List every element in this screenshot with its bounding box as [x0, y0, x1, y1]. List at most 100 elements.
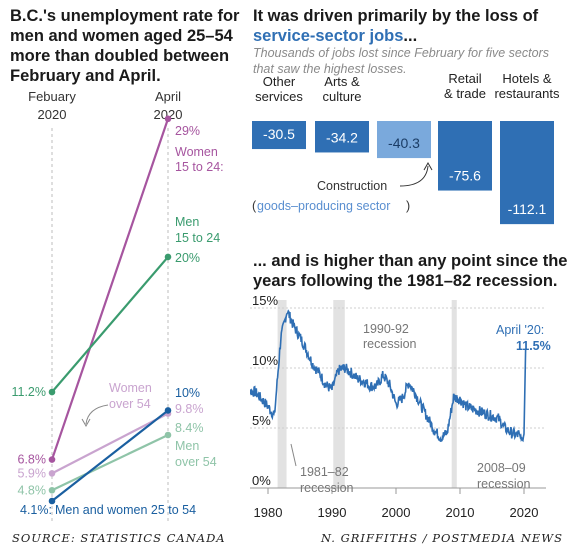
bar-header-retail-trade-0: Retail: [448, 71, 481, 86]
headline-right-highlight: service-sector jobs: [253, 27, 404, 45]
bar-header-retail-trade-1: & trade: [444, 86, 486, 101]
history-x-tick-2010: 2010: [446, 505, 475, 520]
slope-start-label-men-15-24: 11.2%: [11, 385, 46, 399]
history-y-tick-15: 15%: [252, 293, 278, 308]
bar-retail-trade: [438, 121, 492, 191]
bar-other-services: [252, 121, 306, 150]
slope-dot-start-women-15-to-24: [48, 456, 56, 463]
recession-band-0: [277, 300, 287, 488]
bar-value-construction: -40.3: [388, 135, 420, 151]
bar-hotels-restaurants: [500, 121, 554, 225]
recession-1990-label-2: recession: [363, 337, 417, 351]
slope-dot-end-men-over-54: [164, 431, 172, 439]
bar-value-hotels-restaurants: -112.1: [508, 201, 547, 217]
history-y-tick-0: 0%: [252, 473, 271, 488]
recession-1981-label-2: recession: [300, 481, 354, 495]
slope-line-men-15-to-24: [51, 256, 169, 393]
slope-dot-end-men-15-to-24: [164, 253, 172, 261]
bar-header-hotels-restaurants-1: restaurants: [494, 86, 560, 101]
bar-header-other-services-0: Other: [263, 74, 296, 89]
slope-series-name-women-over-54-2: over 54: [109, 397, 151, 411]
headline-left: B.C.'s unemployment rate for men and wom…: [10, 7, 240, 85]
unemployment-history-line: [250, 309, 527, 443]
slope-series-name-women-15-24-1: Women: [175, 145, 218, 159]
headline-right-prefix: It was driven primarily by the loss of: [253, 7, 539, 25]
annotation-paren-open: (: [252, 199, 257, 213]
slope-series-name-core: Men and women 25 to 54: [55, 503, 196, 517]
history-x-tick-1990: 1990: [318, 505, 347, 520]
slope-lines: [48, 115, 172, 505]
slope-labels: 11.2% 6.8%5.9% 4.8% 4.1%: Men and women 25 t…: [11, 124, 223, 517]
recession-band-1: [333, 300, 345, 488]
slope-dot-start-women-over-54: [48, 470, 56, 477]
headline-right: It was driven primarily by the loss of s…: [253, 6, 569, 46]
slope-line-men-and-women-25-to-54: [51, 409, 169, 502]
slope-x-label-1-0: April: [155, 89, 181, 104]
slope-start-label-women-15-24: 6.8%: [18, 453, 47, 467]
slope-end-label-men-15-24: 20%: [175, 251, 200, 265]
bar-value-other-services: -30.5: [263, 126, 295, 142]
bar-arts-culture: [315, 121, 369, 153]
headline-mid: ... and is higher than any point since t…: [253, 252, 568, 290]
recession-1981-label-1: 1981–82: [300, 465, 349, 479]
slope-series-name-men-over-54-1: Men: [175, 439, 199, 453]
bar-header-arts-culture-0: Arts &: [324, 74, 360, 89]
goods-producing-annotation: goods–producing sector: [257, 199, 390, 213]
author-credit: N. GRIFFITHS / POSTMEDIA NEWS: [320, 531, 563, 545]
slope-end-label-core: 10%: [175, 386, 200, 400]
construction-annotation: Construction: [317, 179, 387, 193]
april-2020-label: April '20:: [496, 323, 544, 337]
subhead-right: Thousands of jobs lost since February fo…: [253, 46, 549, 76]
slope-series-name-men-over-54-2: over 54: [175, 455, 217, 469]
bar-value-arts-culture: -34.2: [326, 129, 358, 145]
slope-line-women-over-54: [51, 412, 169, 475]
slope-x-label-0-0: Febuary: [28, 89, 76, 104]
headline-right-suffix: ...: [403, 27, 418, 45]
slope-x-label-1-1: 2020: [154, 107, 183, 122]
slope-x-labels: Febuary 2020 April 2020: [28, 89, 182, 122]
history-y-tick-5: 5%: [252, 413, 271, 428]
history-x-ticks: 1980 1990 2000 2010 2020: [254, 488, 539, 520]
recession-2008-label-1: 2008–09: [477, 461, 526, 475]
slope-x-label-0-1: 2020: [38, 107, 67, 122]
slope-start-label-core: 4.1%:: [20, 503, 52, 517]
history-gridlines: [250, 307, 546, 489]
bar-header-arts-culture-1: culture: [322, 89, 361, 104]
slope-start-label-women-over-54: 5.9%: [18, 466, 47, 480]
recession-1981-pointer: [290, 443, 297, 467]
history-x-tick-2000: 2000: [382, 505, 411, 520]
slope-series-name-women-15-24-2: 15 to 24:: [175, 160, 224, 174]
slope-start-label-men-over-54: 4.8%: [18, 483, 47, 497]
slope-dot-end-women-15-to-24: [164, 115, 172, 123]
history-y-tick-10: 10%: [252, 353, 278, 368]
women-over54-pointer: [85, 404, 109, 425]
bar-header-other-services-1: services: [255, 89, 303, 104]
bars: [252, 121, 554, 225]
construction-pointer: [399, 165, 429, 187]
slope-series-name-men-15-24-1: Men: [175, 215, 199, 229]
slope-line-men-over-54: [51, 434, 169, 492]
source-credit: SOURCE: STATISTICS CANADA: [12, 531, 226, 545]
slope-dot-start-men-over-54: [48, 486, 56, 494]
construction-pointer-head: [423, 161, 433, 171]
slope-series-name-women-over-54-1: Women: [109, 381, 152, 395]
recession-1990-label-1: 1990-92: [363, 322, 409, 336]
slope-chart: Febuary 2020 April 2020 11.2% 6.8%5.9% 4.8% 4.…: [11, 89, 224, 522]
slope-series-name-men-15-24-2: 15 to 24: [175, 231, 220, 245]
slope-end-label-women-over-54: 9.8%: [175, 402, 204, 416]
history-y-ticks: 0% 5% 10% 15%: [252, 293, 278, 488]
history-x-tick-2020: 2020: [510, 505, 539, 520]
annotation-paren-close: ): [406, 199, 410, 213]
bar-value-labels: -30.5 -34.2 -40.3 -75.6 -112.1: [263, 126, 546, 217]
recession-2008-label-2: recession: [477, 477, 531, 491]
bar-header-hotels-restaurants-0: Hotels &: [502, 71, 551, 86]
april-2020-value: 11.5%: [516, 339, 551, 353]
history-x-tick-1980: 1980: [254, 505, 283, 520]
slope-dot-end-men-and-women-25-to-54: [164, 407, 172, 414]
slope-end-label-women-15-24: 29%: [175, 124, 200, 138]
slope-end-label-men-over-54: 8.4%: [175, 421, 204, 435]
bar-value-retail-trade: -75.6: [449, 168, 481, 184]
slope-line-women-15-to-24: [50, 118, 170, 460]
